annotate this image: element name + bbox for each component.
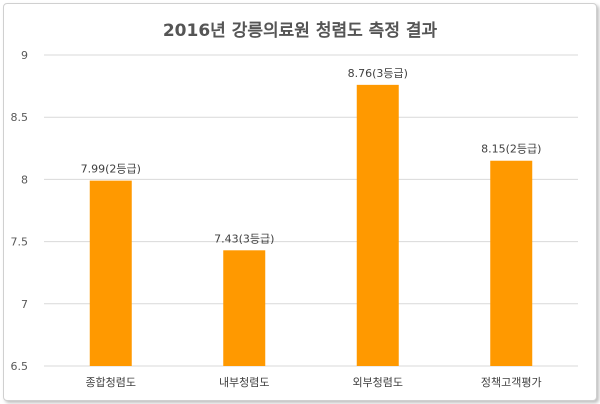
y-tick-label: 8 xyxy=(21,173,28,186)
data-label: 7.43(3등급) xyxy=(214,232,274,245)
bar-2 xyxy=(223,250,266,366)
bar-4 xyxy=(490,160,533,366)
y-tick-label: 9 xyxy=(21,49,28,62)
x-tick-label: 정책고객평가 xyxy=(481,376,542,389)
data-label: 7.99(2등급) xyxy=(81,163,141,176)
x-tick-label: 내부청렴도 xyxy=(219,376,270,389)
y-tick-label: 7 xyxy=(21,298,28,311)
y-tick-label: 7.5 xyxy=(11,236,29,249)
y-tick-label: 6.5 xyxy=(11,360,29,373)
data-label: 8.15(2등급) xyxy=(481,143,541,156)
bar-1 xyxy=(89,180,132,366)
x-tick-label: 종합청렴도 xyxy=(85,376,136,389)
bar-3 xyxy=(356,84,399,366)
chart-title: 2016년 강릉의료원 청렴도 측정 결과 xyxy=(163,20,438,41)
y-tick-label: 8.5 xyxy=(11,111,29,124)
x-tick-label: 외부청렴도 xyxy=(352,376,403,389)
data-label: 8.76(3등급) xyxy=(348,67,408,80)
